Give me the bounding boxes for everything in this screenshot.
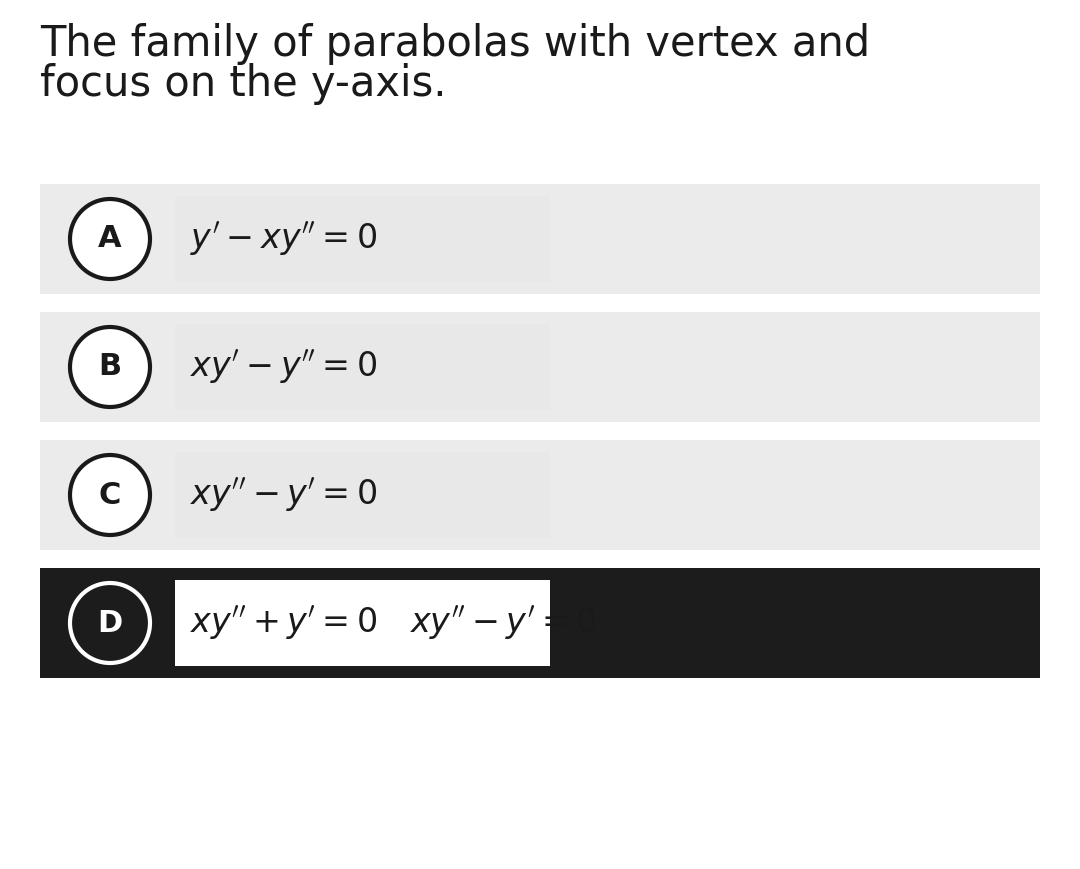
Text: The family of parabolas with vertex and: The family of parabolas with vertex and	[40, 23, 870, 65]
Text: $xy'' - y' = 0$: $xy'' - y' = 0$	[190, 476, 377, 514]
Text: $xy'' + y' = 0 \quad xy'' - y' = 0$: $xy'' + y' = 0 \quad xy'' - y' = 0$	[190, 604, 596, 642]
Text: D: D	[97, 608, 123, 638]
Bar	[40, 568, 1040, 678]
Bar	[175, 324, 550, 410]
Text: $xy' - y'' = 0$: $xy' - y'' = 0$	[190, 348, 377, 386]
Text: $y' - xy'' = 0$: $y' - xy'' = 0$	[190, 220, 377, 258]
Circle shape	[70, 455, 150, 535]
Text: focus on the y-axis.: focus on the y-axis.	[40, 63, 446, 105]
Circle shape	[70, 583, 150, 663]
Bar	[40, 440, 1040, 550]
Text: A: A	[98, 224, 122, 254]
Bar	[175, 580, 550, 666]
Text: B: B	[98, 353, 122, 381]
Bar	[175, 196, 550, 282]
Circle shape	[70, 327, 150, 407]
Circle shape	[70, 199, 150, 279]
Bar	[175, 452, 550, 538]
Bar	[40, 184, 1040, 294]
Text: C: C	[98, 481, 121, 509]
Bar	[40, 312, 1040, 422]
